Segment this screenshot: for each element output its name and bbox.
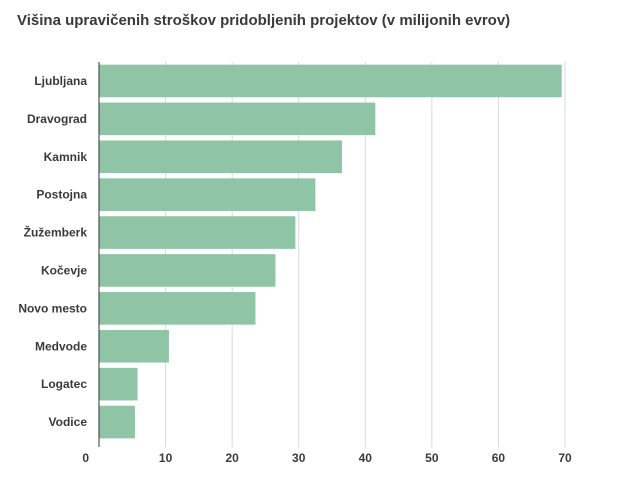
x-tick-label: 10 [159,451,173,465]
category-label: Vodice [49,415,88,429]
bar [99,178,316,211]
category-label: Ljubljana [34,74,87,88]
category-label: Postojna [36,188,87,202]
bar [99,216,296,249]
x-tick-label: 30 [292,451,306,465]
bar [99,367,138,401]
x-tick-label: 60 [492,451,506,465]
category-label: Kamnik [44,150,88,164]
x-tick-label: 40 [359,451,373,465]
bar [99,140,342,174]
x-tick-label: 70 [558,451,572,465]
x-tick-label: 50 [425,451,439,465]
bar [99,405,135,439]
bar [99,102,376,136]
bar [99,329,169,363]
category-label: Kočevje [41,263,87,277]
category-label: Medvode [35,339,87,353]
bar [99,254,276,287]
category-label: Novo mesto [18,301,87,315]
category-label: Dravograd [27,112,87,126]
category-label: Logatec [41,377,87,391]
x-tick-label: 0 [82,451,89,465]
bar [99,292,256,325]
bar [99,64,562,98]
category-label: Žužemberk [24,225,88,240]
x-tick-label: 20 [225,451,239,465]
chart-title: Višina upravičenih stroškov pridobljenih… [17,12,511,29]
